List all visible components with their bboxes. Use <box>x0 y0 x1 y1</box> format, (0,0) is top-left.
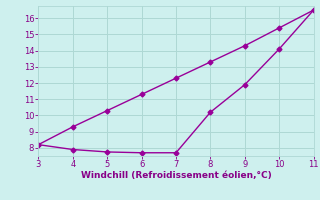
X-axis label: Windchill (Refroidissement éolien,°C): Windchill (Refroidissement éolien,°C) <box>81 171 271 180</box>
